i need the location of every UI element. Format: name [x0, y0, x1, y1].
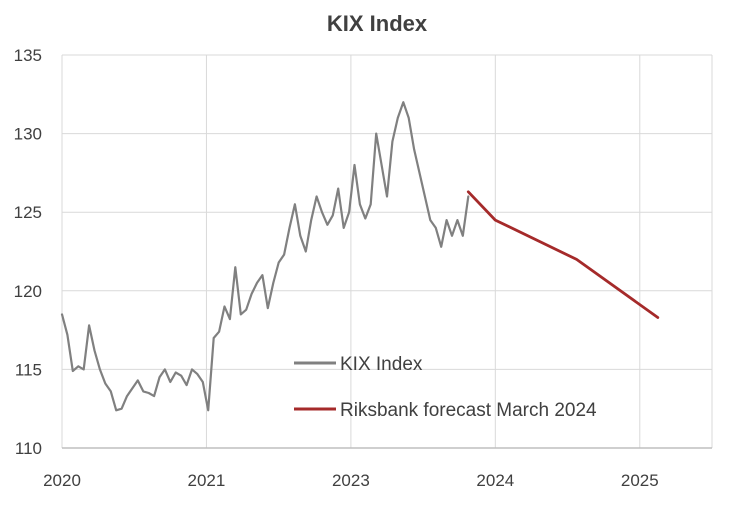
x-tick-label: 2024	[476, 471, 514, 490]
legend: KIX Index Riksbank forecast March 2024	[294, 354, 597, 421]
x-tick-label: 2021	[188, 471, 226, 490]
legend-label: Riksbank forecast March 2024	[340, 400, 597, 421]
y-tick-label: 125	[14, 203, 42, 222]
y-tick-label: 115	[15, 360, 42, 379]
axes: 110 115 120 125 130 135 2020 2021 2023 2024 2025	[14, 46, 712, 490]
x-tick-label: 2025	[621, 471, 659, 490]
y-tick-label: 120	[14, 282, 42, 301]
y-tick-label: 110	[15, 439, 42, 458]
x-tick-label: 2023	[332, 471, 370, 490]
y-tick-label: 130	[14, 125, 42, 144]
series-layer	[60, 101, 660, 412]
grid	[61, 54, 713, 448]
series-line-riksbank-forecast	[466, 190, 660, 319]
legend-label: KIX Index	[340, 354, 423, 375]
x-tick-label: 2020	[43, 471, 81, 490]
series-line-kix-index	[60, 101, 470, 412]
chart-title: KIX Index	[327, 11, 428, 36]
y-tick-label: 135	[14, 46, 42, 65]
